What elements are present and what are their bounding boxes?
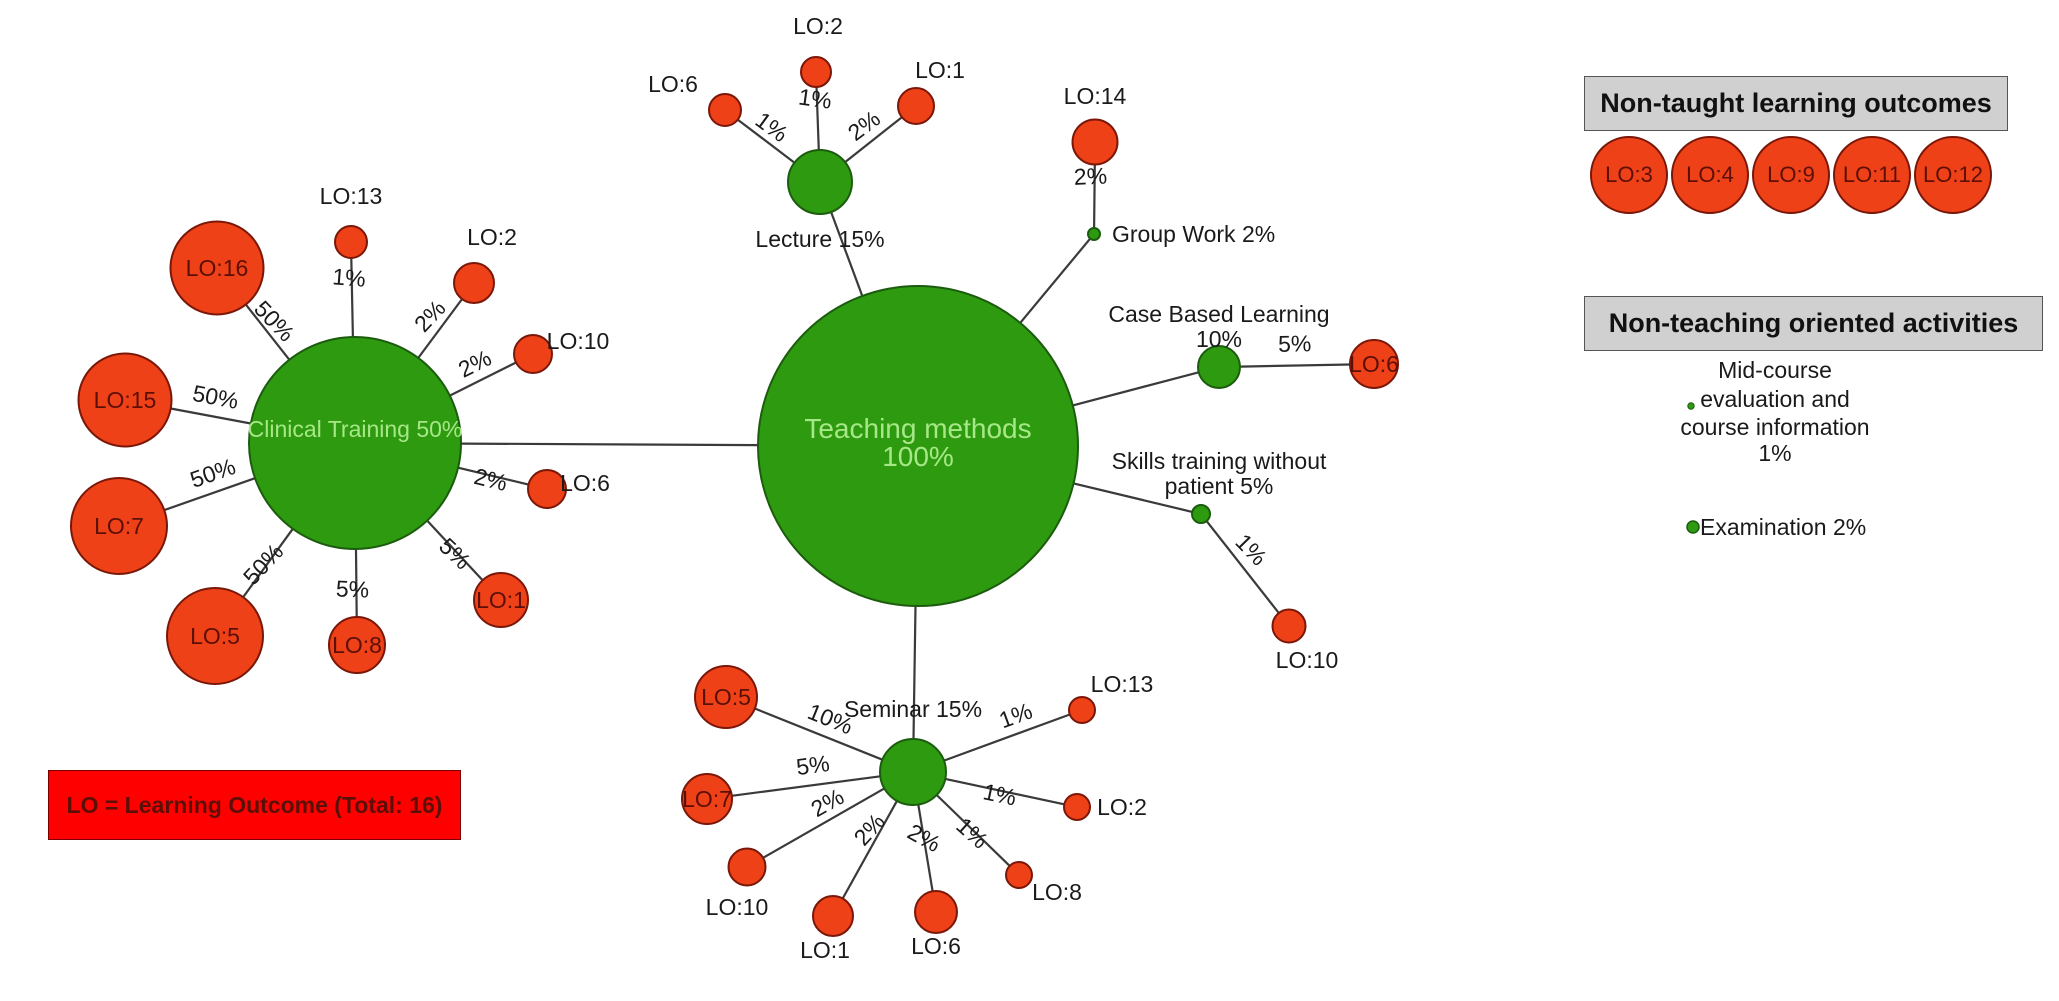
svg-text:Mid-course: Mid-course: [1718, 357, 1832, 383]
svg-text:LO:9: LO:9: [1767, 162, 1815, 187]
svg-text:course information: course information: [1680, 414, 1869, 440]
svg-text:1%: 1%: [1758, 440, 1791, 466]
svg-text:Examination 2%: Examination 2%: [1700, 514, 1866, 540]
svg-text:LO:4: LO:4: [1686, 162, 1734, 187]
svg-text:evaluation and: evaluation and: [1700, 386, 1850, 412]
svg-text:LO:11: LO:11: [1843, 162, 1901, 187]
svg-text:LO:12: LO:12: [1923, 162, 1983, 187]
svg-text:LO:3: LO:3: [1605, 162, 1653, 187]
